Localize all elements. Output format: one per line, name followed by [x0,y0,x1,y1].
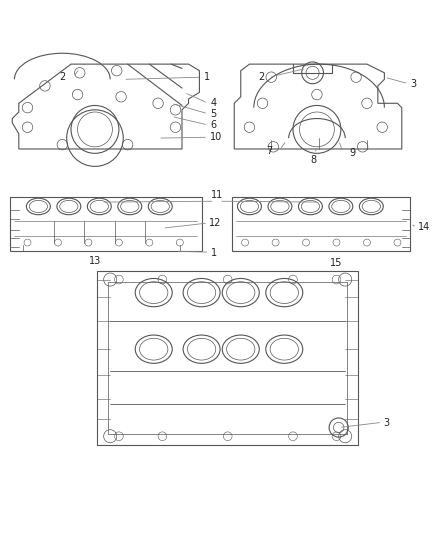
Text: 13: 13 [89,256,101,265]
Text: 4: 4 [210,98,216,108]
Text: 7: 7 [266,146,272,156]
Text: 1: 1 [211,248,217,259]
Text: 3: 3 [410,79,417,88]
Text: 15: 15 [330,258,343,268]
Text: 5: 5 [210,109,216,119]
Text: 6: 6 [210,120,216,130]
Text: 9: 9 [350,148,356,158]
Text: 3: 3 [384,418,390,428]
Text: 11: 11 [211,190,223,200]
Text: 10: 10 [210,132,223,142]
Text: 14: 14 [418,222,431,232]
Text: 2: 2 [258,72,265,82]
Text: 12: 12 [209,218,222,228]
Text: 1: 1 [204,72,210,82]
Text: 8: 8 [311,155,317,165]
Text: 2: 2 [60,72,66,82]
